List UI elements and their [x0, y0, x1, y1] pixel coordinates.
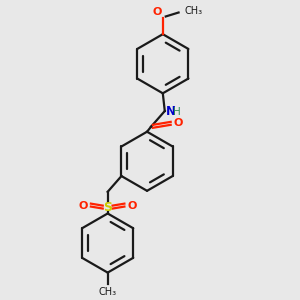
- Text: S: S: [103, 201, 112, 214]
- Text: H: H: [173, 107, 180, 117]
- Text: O: O: [79, 201, 88, 211]
- Text: O: O: [128, 201, 137, 211]
- Text: O: O: [152, 8, 162, 17]
- Text: O: O: [174, 118, 183, 128]
- Text: N: N: [166, 104, 176, 118]
- Text: CH₃: CH₃: [99, 287, 117, 297]
- Text: CH₃: CH₃: [184, 5, 202, 16]
